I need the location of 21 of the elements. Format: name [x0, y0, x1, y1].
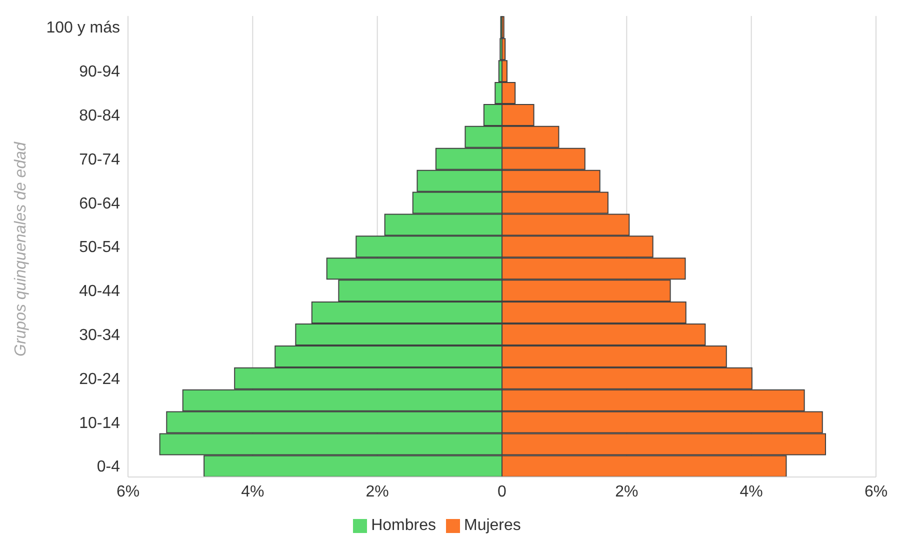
- x-tick-label: 4%: [241, 483, 264, 500]
- y-tick-label: 20-24: [79, 370, 120, 388]
- legend-label: Hombres: [371, 517, 436, 534]
- x-tick-label: 4%: [740, 483, 763, 500]
- y-tick-label: 40-44: [79, 283, 120, 300]
- x-tick-label: 2%: [366, 483, 389, 500]
- y-tick-label: 60-64: [79, 195, 120, 212]
- y-tick-label: 70-74: [79, 151, 120, 168]
- x-tick-label: 0: [498, 483, 507, 500]
- x-tick-label: 6%: [116, 483, 140, 500]
- x-tick-label: 2%: [615, 483, 638, 500]
- y-tick-label: 100 y más: [46, 20, 120, 37]
- y-axis-title: Grupos quinquenales de edad: [12, 141, 30, 356]
- y-tick-label: 30-34: [79, 326, 120, 344]
- legend-label: Mujeres: [464, 517, 521, 534]
- x-tick-label: 6%: [864, 483, 888, 500]
- y-tick-label: 80-84: [79, 107, 120, 124]
- y-tick-label: 50-54: [79, 239, 120, 256]
- y-tick-label: 0-4: [96, 458, 120, 476]
- y-tick-label: 10-14: [79, 414, 120, 432]
- y-tick-label: 90-94: [79, 64, 120, 81]
